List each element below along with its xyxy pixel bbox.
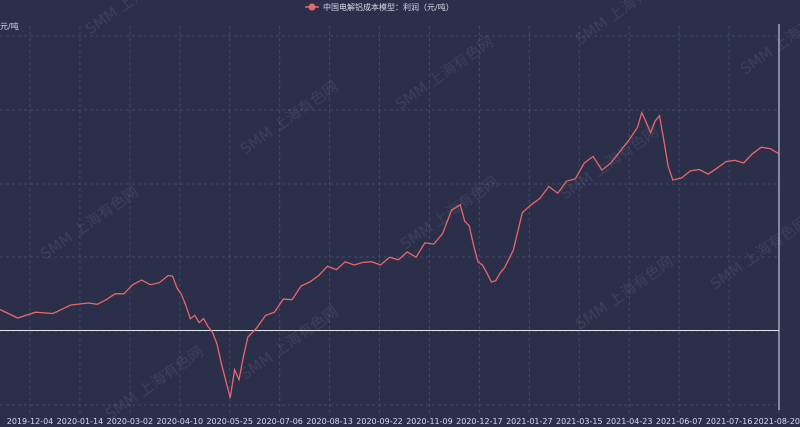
x-tick-label: 2020-04-10	[157, 417, 204, 426]
x-tick-label: 2021-04-23	[606, 417, 653, 426]
legend-series-label: 中国电解铝成本模型：利润（元/吨）	[323, 2, 454, 12]
x-tick-label: 2020-09-22	[356, 417, 403, 426]
x-tick-label: 2021-03-15	[556, 417, 603, 426]
x-tick-label: 2021-01-27	[506, 417, 553, 426]
x-tick-label: 2020-12-17	[456, 417, 503, 426]
x-tick-label: 2020-01-14	[57, 417, 104, 426]
x-axis-ticks: 2019-12-04 2020-01-14 2020-03-02 2020-04-10…	[7, 417, 800, 426]
x-tick-label: 2020-05-25	[206, 417, 253, 426]
legend-series-marker	[308, 3, 316, 11]
x-tick-label: 2021-07-16	[706, 417, 753, 426]
x-tick-label: 2020-03-02	[107, 417, 154, 426]
legend[interactable]: 中国电解铝成本模型：利润（元/吨）	[305, 2, 454, 12]
x-tick-label: 2020-11-09	[406, 417, 453, 426]
x-tick-label: 2020-08-13	[306, 417, 353, 426]
x-tick-label: 2021-08-20	[754, 417, 800, 426]
x-tick-label: 2021-06-07	[656, 417, 703, 426]
y-axis-unit-label: 元/吨	[0, 21, 19, 31]
profit-series-line	[0, 110, 780, 399]
x-tick-label: 2020-07-06	[256, 417, 303, 426]
x-tick-label: 2019-12-04	[7, 417, 54, 426]
